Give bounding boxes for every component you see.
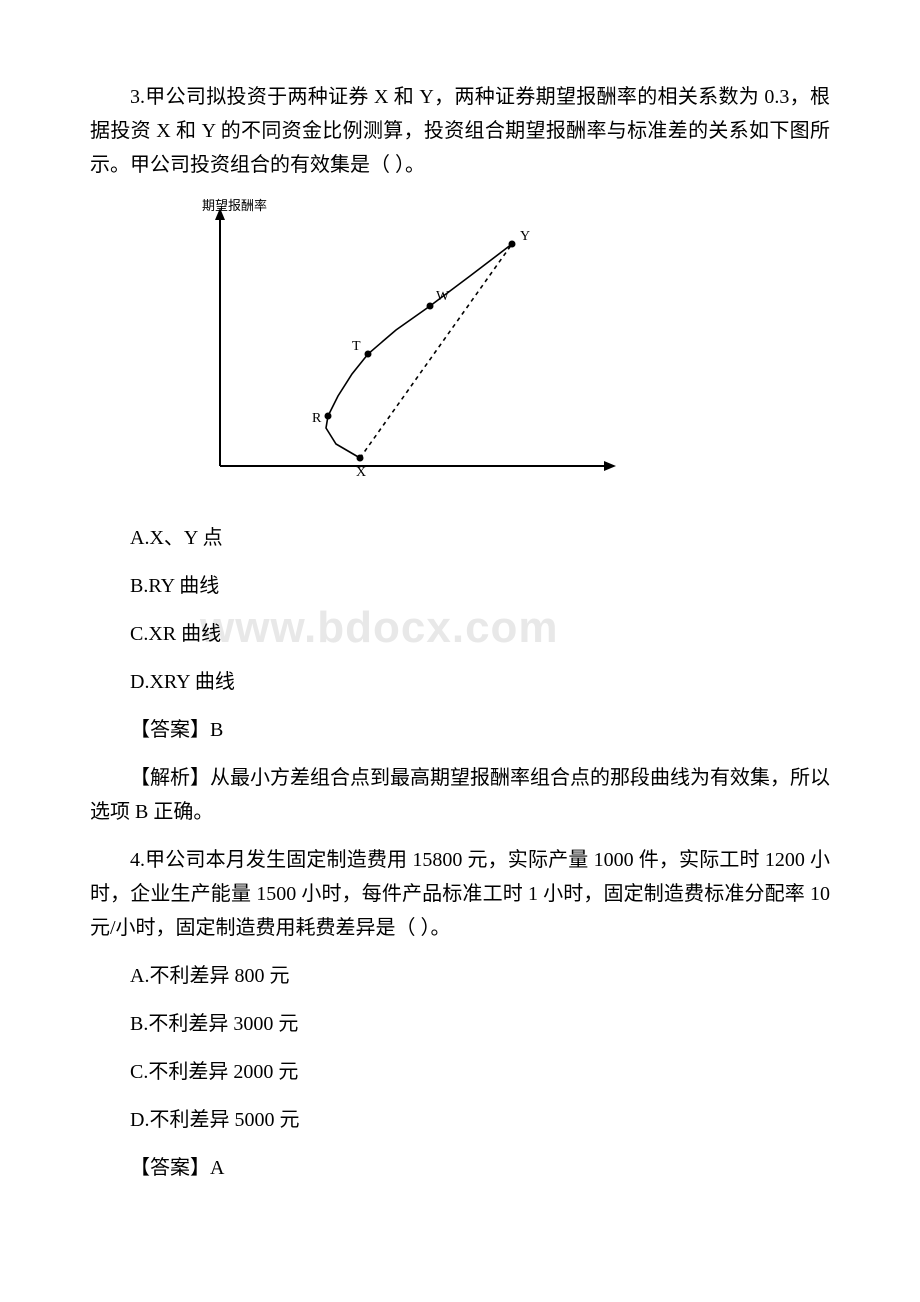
- q3-explanation: 【解析】从最小方差组合点到最高期望报酬率组合点的那段曲线为有效集，所以选项 B …: [90, 761, 830, 829]
- q4-option-a: A.不利差异 800 元: [90, 959, 830, 993]
- svg-text:X: X: [356, 465, 366, 480]
- q4-option-c: C.不利差异 2000 元: [90, 1055, 830, 1089]
- efficient-frontier-svg: 期望报酬率 X R T W Y: [160, 196, 620, 496]
- q3-chart: 期望报酬率 X R T W Y: [160, 196, 830, 501]
- svg-text:R: R: [312, 411, 322, 426]
- q4-option-b: B.不利差异 3000 元: [90, 1007, 830, 1041]
- q4-text: 4.甲公司本月发生固定制造费用 15800 元，实际产量 1000 件，实际工时…: [90, 843, 830, 945]
- svg-text:期望报酬率: 期望报酬率: [202, 198, 267, 213]
- q4-option-d: D.不利差异 5000 元: [90, 1103, 830, 1137]
- q3-answer: 【答案】B: [90, 713, 830, 747]
- svg-text:T: T: [352, 339, 361, 354]
- q3-option-a: A.X、Y 点: [90, 521, 830, 555]
- q3-option-b: B.RY 曲线: [90, 569, 830, 603]
- q3-text: 3.甲公司拟投资于两种证券 X 和 Y，两种证券期望报酬率的相关系数为 0.3，…: [90, 80, 830, 182]
- q3-option-c: C.XR 曲线: [90, 617, 830, 651]
- q3-option-d: D.XRY 曲线: [90, 665, 830, 699]
- q4-answer: 【答案】A: [90, 1151, 830, 1185]
- svg-text:Y: Y: [520, 229, 530, 244]
- svg-text:W: W: [436, 289, 450, 304]
